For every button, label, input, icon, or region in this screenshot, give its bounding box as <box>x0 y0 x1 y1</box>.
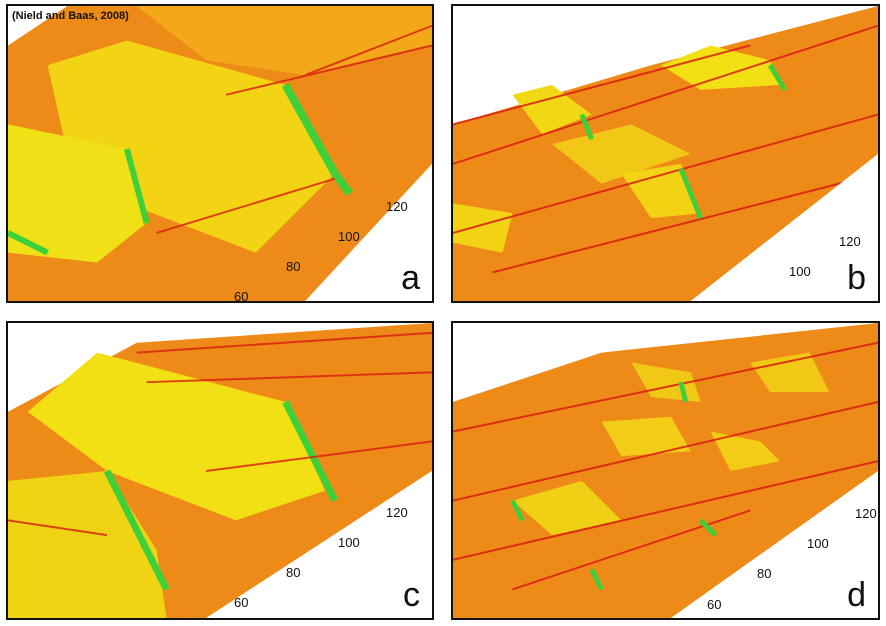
panel-label-d: d <box>847 576 866 614</box>
tick-label: 120 <box>855 506 877 521</box>
tick-label: 80 <box>286 259 301 274</box>
tick-label: 80 <box>286 565 301 580</box>
tick-label: 100 <box>338 229 360 244</box>
tick-label: 120 <box>839 234 861 249</box>
tick-label: 120 <box>386 505 408 520</box>
tick-label: 60 <box>234 595 249 610</box>
tick-label: 100 <box>807 536 829 551</box>
tick-label: 100 <box>338 535 360 550</box>
tick-label: 120 <box>386 199 408 214</box>
panel-label-c: c <box>403 576 420 614</box>
panel-a: (Nield and Baas, 2008) 60 80 100 120 a <box>6 4 434 303</box>
tick-label: 60 <box>234 289 249 303</box>
citation: (Nield and Baas, 2008) <box>12 10 129 22</box>
dune-surface-a <box>8 6 432 301</box>
tick-label: 60 <box>707 597 722 612</box>
panel-c: 60 80 100 120 c <box>6 321 434 620</box>
panel-b: 100 120 b <box>451 4 880 303</box>
tick-label: 80 <box>757 566 772 581</box>
dune-surface-c <box>8 323 432 618</box>
tick-label: 100 <box>789 264 811 279</box>
dune-surface-d <box>453 323 878 618</box>
panel-d: 60 80 100 120 d <box>451 321 880 620</box>
dune-surface-b <box>453 6 878 301</box>
panel-label-b: b <box>847 259 866 297</box>
panel-label-a: a <box>401 259 420 297</box>
